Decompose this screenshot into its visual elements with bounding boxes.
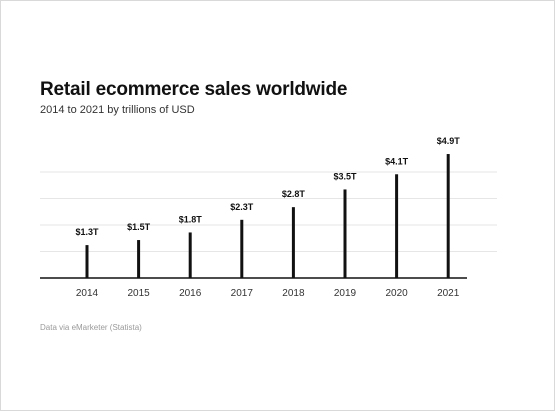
- x-tick-2018: 2018: [282, 288, 305, 299]
- x-tick-2020: 2020: [385, 288, 408, 299]
- x-tick-labels: 2014 2015 2016 2017 2018 2019 2020 2021: [76, 288, 460, 299]
- bar-2019: [343, 189, 347, 278]
- bar-2014: [85, 245, 89, 278]
- bar-2017: [240, 219, 244, 278]
- bar-2015: [137, 240, 141, 278]
- data-label-2014: $1.3T: [75, 227, 99, 237]
- bars: [85, 154, 450, 278]
- data-label-2017: $2.3T: [230, 202, 254, 212]
- data-label-2021: $4.9T: [437, 136, 461, 146]
- data-label-2020: $4.1T: [385, 156, 409, 166]
- bar-2021: [446, 154, 450, 278]
- data-label-2019: $3.5T: [333, 171, 357, 181]
- gridlines: [40, 171, 497, 252]
- x-tick-2021: 2021: [437, 288, 460, 299]
- chart-subtitle: 2014 to 2021 by trillions of USD: [40, 104, 195, 116]
- chart-title: Retail ecommerce sales worldwide: [40, 79, 348, 100]
- x-tick-2017: 2017: [231, 288, 254, 299]
- data-label-2018: $2.8T: [282, 189, 306, 199]
- bar-2020: [395, 174, 399, 278]
- x-tick-2015: 2015: [127, 288, 150, 299]
- data-labels: $1.3T $1.5T $1.8T $2.3T $2.8T $3.5T $4.1T $4.9T: [75, 136, 460, 237]
- source-note: Data via eMarketer (Statista): [40, 323, 142, 332]
- x-tick-2019: 2019: [334, 288, 357, 299]
- x-tick-2014: 2014: [76, 288, 99, 299]
- bar-2018: [291, 207, 295, 278]
- bar-2016: [188, 232, 192, 278]
- x-tick-2016: 2016: [179, 288, 202, 299]
- data-label-2015: $1.5T: [127, 222, 151, 232]
- data-label-2016: $1.8T: [179, 214, 203, 224]
